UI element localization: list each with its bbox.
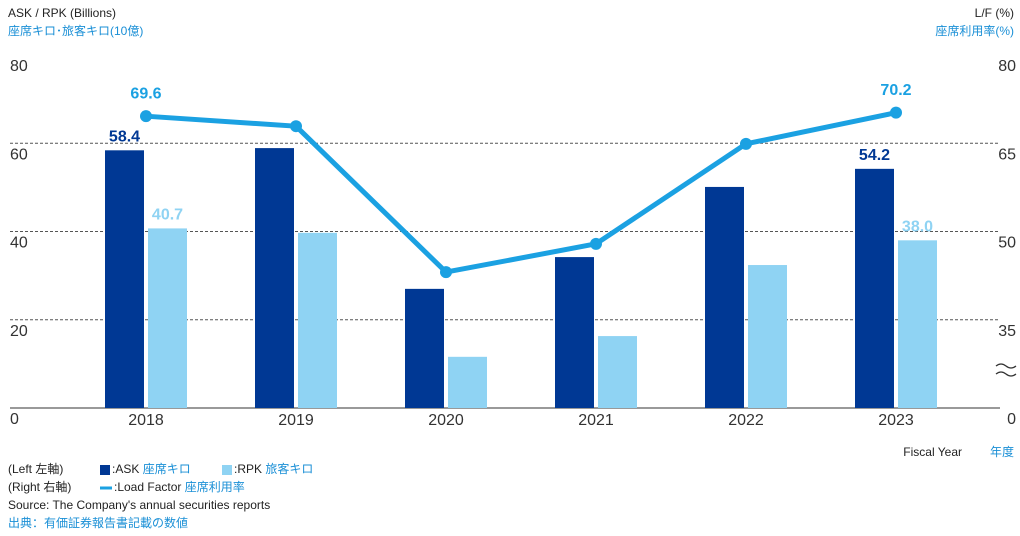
x-tick-label: 2022 bbox=[728, 412, 764, 429]
y-tick-label: 80 bbox=[10, 58, 28, 75]
bar bbox=[705, 186, 744, 408]
source: Source: The Company's annual securities … bbox=[8, 498, 270, 512]
x-tick-label: 2020 bbox=[428, 412, 464, 429]
y2-tick-label: 50 bbox=[998, 235, 1016, 252]
legend-label: :Load Factor 座席利用率 bbox=[114, 479, 245, 494]
legend-right: (Right 右軸) bbox=[8, 479, 71, 494]
x-axis-label: Fiscal Year bbox=[903, 445, 962, 459]
legend-label: :ASK 座席キロ bbox=[112, 461, 191, 476]
y-axis-label: ASK / RPK (Billions) bbox=[8, 6, 116, 20]
value-label: 40.7 bbox=[152, 207, 183, 224]
y2-axis-label-ja: 座席利用率(%) bbox=[935, 23, 1014, 38]
point bbox=[590, 237, 602, 250]
bar bbox=[598, 336, 637, 408]
x-tick-label: 2023 bbox=[878, 412, 914, 429]
legend-swatch bbox=[100, 465, 110, 475]
y-tick-label: 20 bbox=[10, 323, 28, 340]
bar bbox=[898, 240, 937, 408]
y2-axis-label: L/F (%) bbox=[975, 6, 1014, 20]
x-tick-label: 2019 bbox=[278, 412, 314, 429]
x-tick-label: 2018 bbox=[128, 412, 164, 429]
legend-left: (Left 左軸) bbox=[8, 461, 63, 476]
point bbox=[890, 106, 902, 119]
x-tick-label: 2021 bbox=[578, 412, 614, 429]
legend-label: :RPK 旅客キロ bbox=[234, 461, 313, 476]
y2-tick-label: 0 bbox=[1007, 411, 1016, 428]
bar bbox=[255, 148, 294, 408]
y-tick-label: 40 bbox=[10, 235, 28, 252]
y2-tick-label: 80 bbox=[998, 58, 1016, 75]
point bbox=[740, 137, 752, 150]
value-label: 54.2 bbox=[859, 147, 890, 164]
bar bbox=[405, 288, 444, 408]
x-axis-label-ja: 年度 bbox=[990, 444, 1014, 459]
y-tick-label: 0 bbox=[10, 411, 19, 428]
point bbox=[440, 266, 452, 279]
point bbox=[140, 110, 152, 123]
bar bbox=[148, 228, 187, 408]
source-ja: 出典：有価証券報告書記載の数値 bbox=[8, 515, 188, 530]
point bbox=[290, 120, 302, 133]
bar bbox=[555, 257, 594, 408]
bar bbox=[448, 356, 487, 408]
bar bbox=[748, 265, 787, 408]
value-label: 70.2 bbox=[880, 82, 911, 99]
value-label: 58.4 bbox=[109, 129, 140, 146]
legend-swatch bbox=[222, 465, 232, 475]
y-axis-label-ja: 座席キロ･旅客キロ(10億) bbox=[8, 23, 143, 38]
line bbox=[145, 110, 897, 275]
y2-tick-label: 65 bbox=[998, 146, 1016, 163]
y-tick-label: 60 bbox=[10, 146, 28, 163]
bar bbox=[298, 232, 337, 408]
bar bbox=[855, 168, 894, 408]
y2-tick-label: 35 bbox=[998, 323, 1016, 340]
bar bbox=[105, 150, 144, 408]
axis-break bbox=[995, 363, 1017, 377]
value-label: 38.0 bbox=[902, 219, 933, 236]
value-label: 69.6 bbox=[130, 85, 161, 102]
